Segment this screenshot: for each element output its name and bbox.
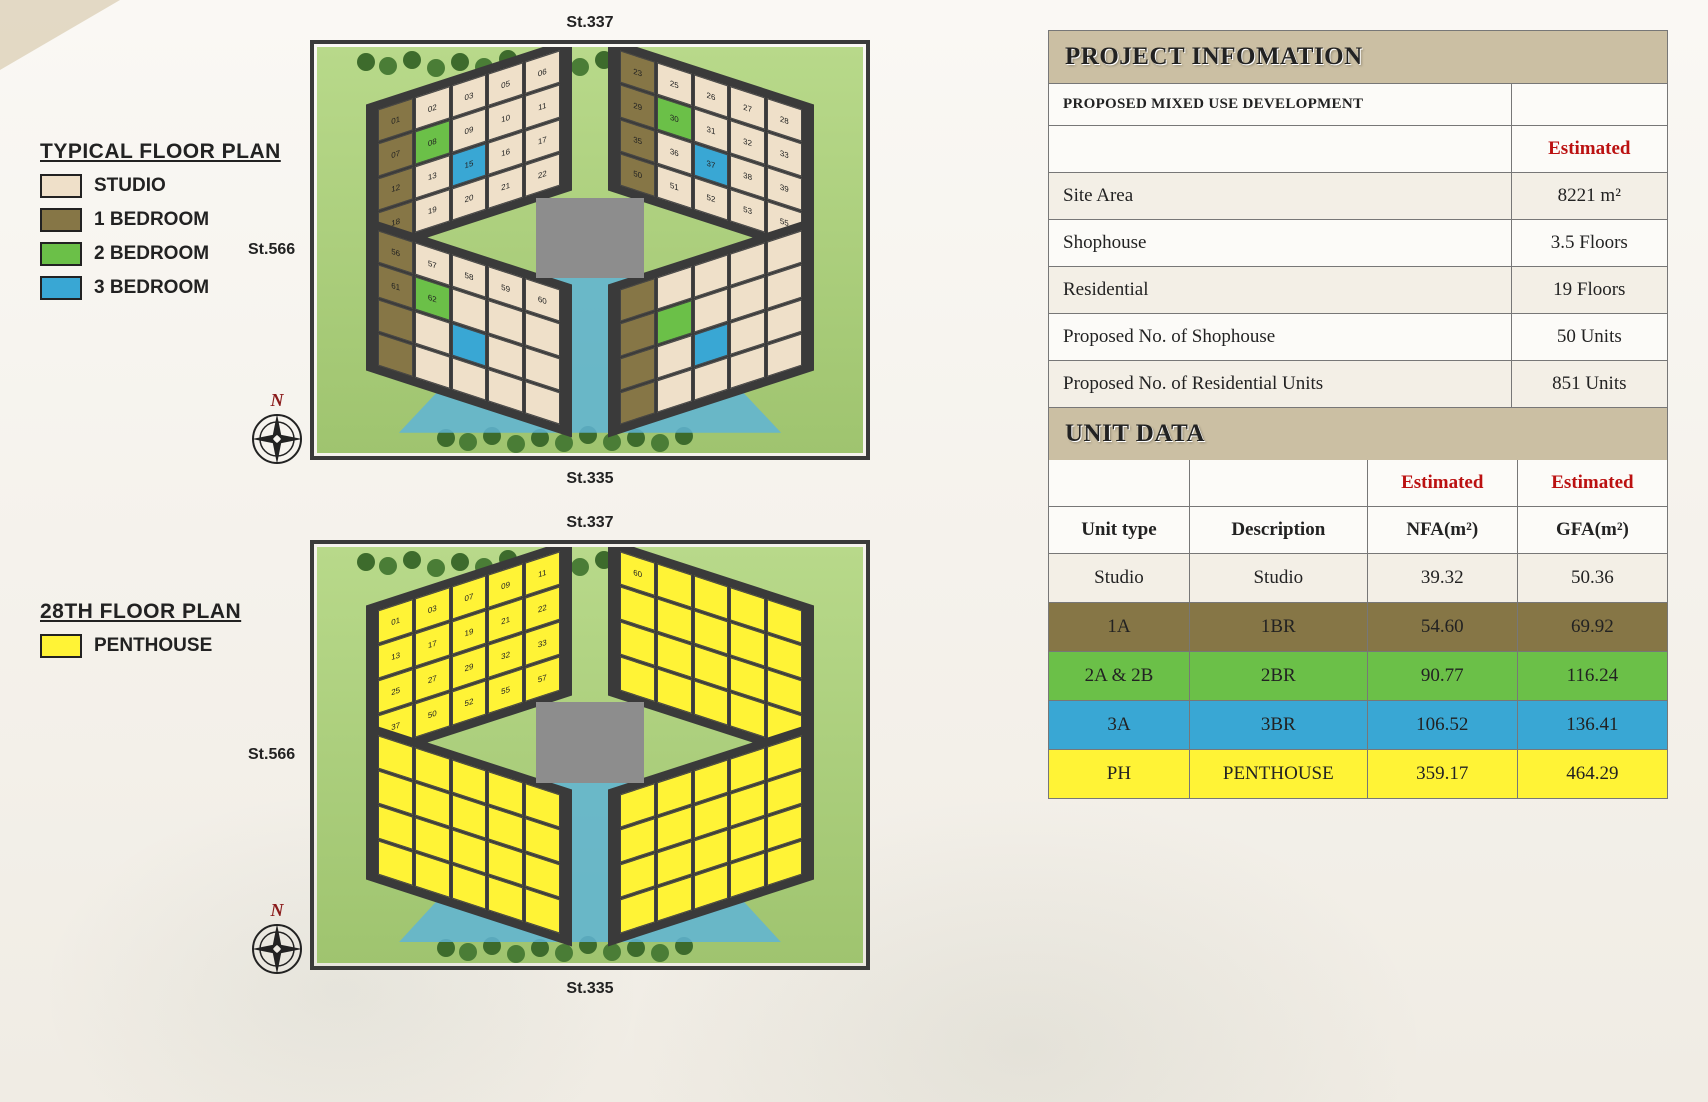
project-info-value: 50 Units (1511, 314, 1667, 361)
28th-floor-plan: St.337 010307091113171921222527293233375… (310, 540, 870, 970)
project-info-value: 851 Units (1511, 361, 1667, 408)
unit-data-cell: Studio (1189, 554, 1367, 603)
legend-28th: 28TH FLOOR PLAN PENTHOUSE (40, 600, 241, 658)
street-left-2: St.566 (248, 746, 295, 764)
street-top: St.337 (566, 14, 613, 32)
col-unit-type: Unit type (1049, 507, 1190, 554)
legend-swatch (40, 208, 82, 232)
project-info-label: Site Area (1049, 173, 1512, 220)
project-info-title: PROJECT INFOMATION (1049, 31, 1668, 84)
col-gfa: GFA(m²) (1517, 507, 1667, 554)
col-nfa: NFA(m²) (1367, 507, 1517, 554)
compass-icon: N (244, 390, 310, 470)
legend-typical: TYPICAL FLOOR PLAN STUDIO 1 BEDROOM 2 BEDR… (40, 140, 281, 300)
unit-data-cell: 1A (1049, 603, 1190, 652)
unit-data-cell: 1BR (1189, 603, 1367, 652)
unit-data-row: 3A3BR106.52136.41 (1049, 701, 1668, 750)
compass-icon-2: N (244, 900, 310, 980)
unit-data-cell: PENTHOUSE (1189, 750, 1367, 799)
unit-data-row: PHPENTHOUSE359.17464.29 (1049, 750, 1668, 799)
28th-tower: 0103070911131719212225272932333750525557… (366, 572, 814, 913)
project-info-label: Proposed No. of Residential Units (1049, 361, 1512, 408)
unit-data-row: 2A & 2B2BR90.77116.24 (1049, 652, 1668, 701)
unit-data-cell: 39.32 (1367, 554, 1517, 603)
street-bottom: St.335 (566, 470, 613, 488)
project-info-row: Residential19 Floors (1049, 267, 1668, 314)
project-info-row: Proposed No. of Residential Units851 Uni… (1049, 361, 1668, 408)
legend-label: STUDIO (94, 175, 166, 197)
unit-data-row: 1A1BR54.6069.92 (1049, 603, 1668, 652)
legend-item: STUDIO (40, 174, 281, 198)
legend-label: 3 BEDROOM (94, 277, 209, 299)
project-subtitle: PROPOSED MIXED USE DEVELOPMENT (1049, 84, 1512, 126)
info-tables: PROJECT INFOMATION PROPOSED MIXED USE DE… (1048, 30, 1668, 799)
legend-swatch (40, 276, 82, 300)
legend-swatch (40, 634, 82, 658)
unit-data-cell: 106.52 (1367, 701, 1517, 750)
unit-data-cell: 69.92 (1517, 603, 1667, 652)
street-left: St.566 (248, 241, 295, 259)
legend-label: 1 BEDROOM (94, 209, 209, 231)
unit-data-cell: 3A (1049, 701, 1190, 750)
unit-data-cell: PH (1049, 750, 1190, 799)
unit-data-cell: 3BR (1189, 701, 1367, 750)
project-info-table: PROJECT INFOMATION PROPOSED MIXED USE DE… (1048, 30, 1668, 461)
project-info-value: 19 Floors (1511, 267, 1667, 314)
legend-typical-title: TYPICAL FLOOR PLAN (40, 140, 281, 164)
legend-swatch (40, 174, 82, 198)
project-info-label: Shophouse (1049, 220, 1512, 267)
unit-data-cell: 359.17 (1367, 750, 1517, 799)
legend-item: 1 BEDROOM (40, 208, 281, 232)
project-info-label: Proposed No. of Shophouse (1049, 314, 1512, 361)
unit-data-cell: 2A & 2B (1049, 652, 1190, 701)
unit-data-cell: 116.24 (1517, 652, 1667, 701)
corner-accent (0, 0, 120, 70)
legend-label: 2 BEDROOM (94, 243, 209, 265)
legend-swatch (40, 242, 82, 266)
unit-data-row: StudioStudio39.3250.36 (1049, 554, 1668, 603)
unit-data-cell: 90.77 (1367, 652, 1517, 701)
typical-tower: 0102030506070809101112131516171819202122… (366, 71, 814, 404)
estimated-gfa: Estimated (1517, 460, 1667, 507)
unit-data-title: UNIT DATA (1049, 408, 1668, 461)
unit-data-cell: 50.36 (1517, 554, 1667, 603)
legend-label: PENTHOUSE (94, 635, 212, 657)
unit-data-cell: 2BR (1189, 652, 1367, 701)
project-info-value: 8221 m² (1511, 173, 1667, 220)
estimated-nfa: Estimated (1367, 460, 1517, 507)
project-info-label: Residential (1049, 267, 1512, 314)
legend-28th-title: 28TH FLOOR PLAN (40, 600, 241, 624)
unit-data-cell: 136.41 (1517, 701, 1667, 750)
project-info-value: 3.5 Floors (1511, 220, 1667, 267)
unit-data-cell: Studio (1049, 554, 1190, 603)
project-info-row: Site Area8221 m² (1049, 173, 1668, 220)
project-info-row: Proposed No. of Shophouse50 Units (1049, 314, 1668, 361)
legend-item: PENTHOUSE (40, 634, 241, 658)
project-info-row: Shophouse3.5 Floors (1049, 220, 1668, 267)
unit-data-cell: 464.29 (1517, 750, 1667, 799)
legend-item: 2 BEDROOM (40, 242, 281, 266)
estimated-header: Estimated (1511, 126, 1667, 173)
street-bottom-2: St.335 (566, 980, 613, 998)
unit-data-cell: 54.60 (1367, 603, 1517, 652)
legend-item: 3 BEDROOM (40, 276, 281, 300)
unit-data-table: Estimated Estimated Unit type Descriptio… (1048, 460, 1668, 799)
col-description: Description (1189, 507, 1367, 554)
street-top-2: St.337 (566, 514, 613, 532)
typical-floor-plan: St.337 010203050607080910111213151617181… (310, 40, 870, 460)
